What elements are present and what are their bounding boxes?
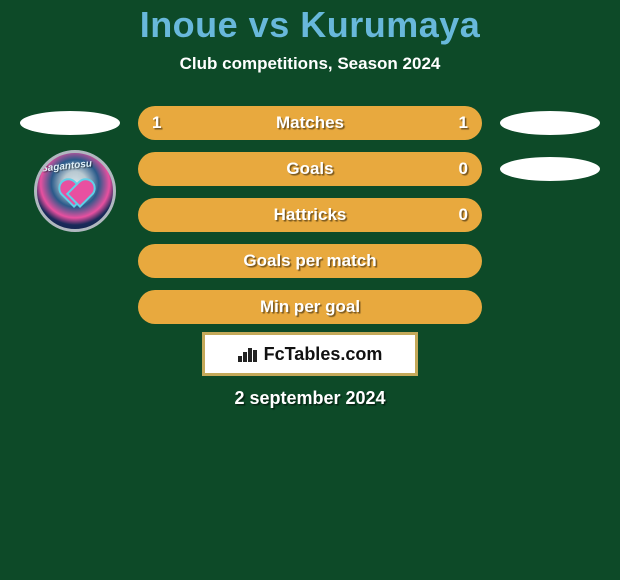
team-logo-text: Sagantosu: [40, 158, 92, 174]
stat-label: Goals: [286, 159, 333, 179]
flag-left-icon: [20, 111, 120, 135]
stat-label: Matches: [276, 113, 344, 133]
page-title: Inoue vs Kurumaya: [0, 4, 620, 46]
left-slot: Sagantosu: [20, 152, 120, 232]
stat-bar: Hattricks 0: [138, 198, 482, 232]
stat-label: Goals per match: [243, 251, 376, 271]
stat-left-value: 1: [152, 113, 161, 133]
stat-right-value: 0: [459, 159, 468, 179]
bar-wrapper: 1 Matches 1: [138, 106, 482, 140]
left-slot: [20, 111, 120, 135]
right-column: [500, 152, 600, 181]
stat-bar: Min per goal: [138, 290, 482, 324]
stat-label: Min per goal: [260, 297, 360, 317]
bars-column: Goals 0 Hattricks 0 Goals per match Min …: [138, 152, 482, 324]
branding-text: FcTables.com: [264, 344, 383, 365]
flag-right-icon: [500, 157, 600, 181]
branding-box: FcTables.com: [202, 332, 418, 376]
stat-right-value: 0: [459, 205, 468, 225]
stat-bar: 1 Matches 1: [138, 106, 482, 140]
stat-label: Hattricks: [274, 205, 347, 225]
flag-right-icon: [500, 111, 600, 135]
heart-icon: [60, 180, 90, 206]
stat-row-matches: 1 Matches 1: [0, 106, 620, 140]
stat-rows-group: Sagantosu Goals 0 Hattricks 0 Goals per …: [0, 152, 620, 324]
bar-chart-icon: [238, 346, 258, 362]
right-slot: [500, 111, 600, 135]
stat-bar: Goals per match: [138, 244, 482, 278]
stat-right-value: 1: [459, 113, 468, 133]
stat-bar: Goals 0: [138, 152, 482, 186]
subtitle: Club competitions, Season 2024: [0, 54, 620, 74]
footer-date: 2 september 2024: [0, 388, 620, 409]
team-logo-icon: Sagantosu: [34, 150, 116, 232]
